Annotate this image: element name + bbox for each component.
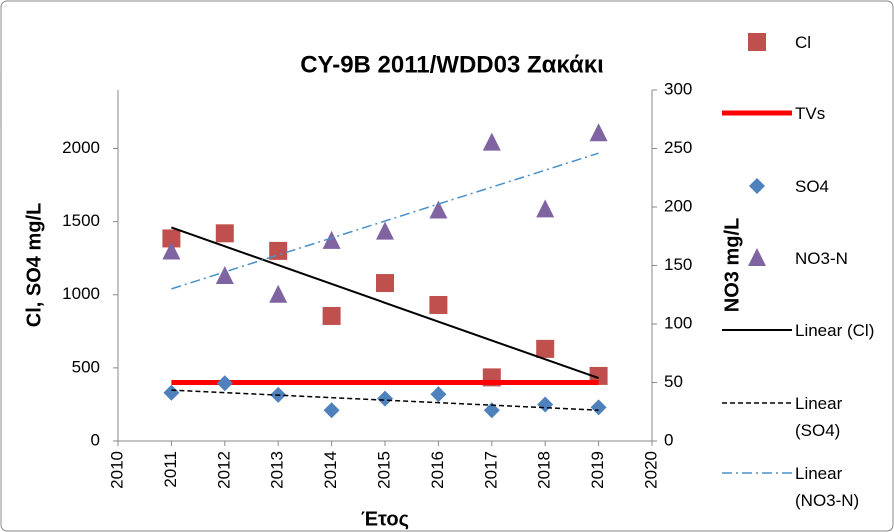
legend-label: Linear (NO3-N) [795,464,860,510]
marker-diamond [483,402,500,419]
legend-label: SO4 [795,177,830,196]
marker-square [322,306,341,325]
x-tick-label: 2013 [268,451,287,489]
marker-diamond [590,399,607,416]
x-tick-label: 2016 [428,451,447,489]
marker-square [162,229,181,248]
marker-triangle [482,132,501,151]
legend-label: Linear (SO4) [795,394,843,440]
y2-tick-label: 250 [664,138,692,157]
y-axis-title: Cl, SO4 mg/L [23,203,45,327]
y2-tick-label: 0 [664,430,673,449]
marker-triangle [215,266,234,285]
marker-square [536,339,555,358]
y-tick-label: 1000 [62,284,100,303]
marker-triangle [429,200,448,219]
x-tick-label: 2014 [321,451,340,489]
marker-diamond [323,402,340,419]
marker-diamond [377,390,393,407]
y2-tick-label: 300 [664,79,692,98]
marker-diamond [163,384,180,401]
legend-label: TVs [795,104,826,123]
marker-triangle [162,241,181,260]
y2-tick-label: 50 [664,372,683,391]
x-axis-title: Έτος [361,508,409,530]
legend-symbol [748,248,766,266]
marker-diamond [216,375,233,392]
x-tick-label: 2019 [588,451,607,489]
marker-diamond [430,386,447,403]
legend-label: Cl [795,33,812,52]
marker-square [269,241,288,260]
y-tick-label: 500 [72,357,100,376]
marker-triangle [269,284,288,303]
series-line [171,152,599,290]
x-tick-label: 2010 [107,451,126,489]
x-tick-label: 2017 [481,451,500,489]
x-tick-label: 2011 [161,451,180,488]
legend-label: NO3-N [795,249,848,268]
y2-axis-title: NO3 mg/L [721,218,743,312]
legend-symbol [748,33,766,51]
chart-title: CY-9B 2011/WDD03 Ζακάκι [300,51,604,78]
x-tick-label: 2012 [214,451,233,489]
x-tick-label: 2020 [641,451,660,489]
y2-tick-label: 100 [664,313,692,332]
marker-square [376,274,394,293]
y-tick-label: 1500 [62,211,100,230]
x-tick-label: 2018 [535,451,554,489]
marker-triangle [536,199,555,218]
y2-tick-label: 200 [664,196,692,215]
y2-tick-label: 150 [664,255,692,274]
x-tick-label: 2015 [374,451,393,489]
y-tick-label: 2000 [62,138,100,157]
marker-triangle [589,123,608,142]
marker-triangle [376,221,394,240]
series-line [171,389,599,411]
marker-triangle [322,230,341,249]
marker-square [215,224,234,243]
legend-symbol [749,178,765,194]
marker-square [429,295,448,314]
y-tick-label: 0 [91,430,100,449]
series-line [171,226,599,380]
legend-label: Linear (Cl) [795,321,875,340]
